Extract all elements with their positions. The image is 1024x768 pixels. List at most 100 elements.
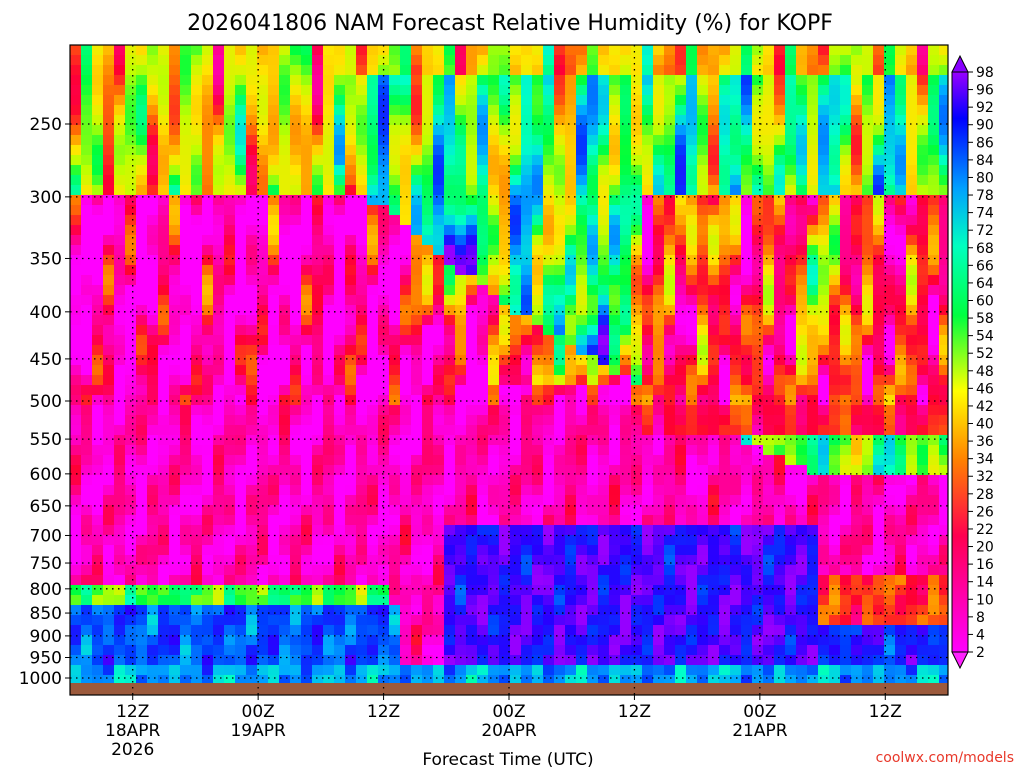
heatmap-cell	[774, 175, 786, 186]
heatmap-cell	[235, 375, 247, 386]
heatmap-cell	[510, 495, 522, 506]
heatmap-cell	[829, 375, 841, 386]
heatmap-cell	[334, 635, 346, 646]
heatmap-cell	[686, 555, 698, 566]
heatmap-cell	[202, 605, 214, 616]
heatmap-cell	[136, 325, 148, 336]
heatmap-cell	[697, 445, 709, 456]
heatmap-cell	[917, 425, 929, 436]
heatmap-cell	[246, 135, 258, 146]
heatmap-cell	[323, 375, 335, 386]
heatmap-cell	[653, 475, 665, 486]
heatmap-cell	[708, 585, 720, 596]
heatmap-cell	[488, 655, 500, 666]
heatmap-cell	[235, 655, 247, 666]
heatmap-cell	[301, 645, 313, 656]
heatmap-cell	[829, 665, 841, 676]
heatmap-cell	[741, 515, 753, 526]
heatmap-cell	[158, 385, 170, 396]
heatmap-cell	[631, 385, 643, 396]
heatmap-cell	[829, 175, 841, 186]
heatmap-cell	[279, 285, 291, 296]
heatmap-cell	[587, 395, 599, 406]
heatmap-cell	[642, 445, 654, 456]
heatmap-cell	[686, 75, 698, 86]
heatmap-cell	[213, 485, 225, 496]
heatmap-cell	[543, 565, 555, 576]
heatmap-cell	[697, 245, 709, 256]
heatmap-cell	[202, 515, 214, 526]
heatmap-cell	[455, 605, 467, 616]
heatmap-cell	[158, 155, 170, 166]
heatmap-cell	[587, 365, 599, 376]
heatmap-cell	[422, 535, 434, 546]
heatmap-cell	[796, 285, 808, 296]
heatmap-cell	[642, 625, 654, 636]
heatmap-cell	[851, 115, 863, 126]
heatmap-cell	[246, 205, 258, 216]
heatmap-cell	[488, 205, 500, 216]
heatmap-cell	[565, 675, 577, 686]
heatmap-cell	[81, 345, 93, 356]
heatmap-cell	[477, 655, 489, 666]
heatmap-cell	[378, 255, 390, 266]
heatmap-cell	[81, 115, 93, 126]
heatmap-cell	[675, 75, 687, 86]
heatmap-cell	[356, 435, 368, 446]
heatmap-cell	[246, 105, 258, 116]
heatmap-cell	[367, 625, 379, 636]
heatmap-cell	[796, 445, 808, 456]
heatmap-cell	[774, 665, 786, 676]
heatmap-cell	[466, 305, 478, 316]
heatmap-cell	[763, 655, 775, 666]
heatmap-cell	[334, 65, 346, 76]
heatmap-cell	[642, 105, 654, 116]
heatmap-cell	[818, 545, 830, 556]
heatmap-cell	[345, 365, 357, 376]
heatmap-cell	[565, 165, 577, 176]
heatmap-cell	[389, 495, 401, 506]
heatmap-cell	[103, 115, 115, 126]
heatmap-cell	[664, 645, 676, 656]
heatmap-cell	[224, 165, 236, 176]
heatmap-cell	[81, 545, 93, 556]
heatmap-cell	[642, 285, 654, 296]
heatmap-cell	[356, 405, 368, 416]
heatmap-cell	[180, 405, 192, 416]
heatmap-cell	[202, 245, 214, 256]
heatmap-cell	[873, 485, 885, 496]
heatmap-cell	[576, 315, 588, 326]
heatmap-cell	[125, 335, 137, 346]
heatmap-cell	[576, 305, 588, 316]
heatmap-cell	[587, 595, 599, 606]
heatmap-cell	[345, 145, 357, 156]
heatmap-cell	[631, 415, 643, 426]
heatmap-cell	[851, 425, 863, 436]
heatmap-cell	[92, 555, 104, 566]
heatmap-cell	[554, 185, 566, 196]
heatmap-cell	[906, 385, 918, 396]
heatmap-cell	[422, 325, 434, 336]
heatmap-cell	[620, 485, 632, 496]
heatmap-cell	[235, 585, 247, 596]
heatmap-cell	[158, 265, 170, 276]
heatmap-cell	[411, 365, 423, 376]
heatmap-cell	[741, 385, 753, 396]
heatmap-cell	[598, 125, 610, 136]
heatmap-cell	[917, 525, 929, 536]
heatmap-cell	[114, 295, 126, 306]
heatmap-cell	[598, 605, 610, 616]
heatmap-cell	[356, 505, 368, 516]
heatmap-cell	[774, 555, 786, 566]
heatmap-cell	[664, 485, 676, 496]
heatmap-cell	[554, 305, 566, 316]
heatmap-cell	[224, 655, 236, 666]
heatmap-cell	[818, 455, 830, 466]
heatmap-cell	[213, 535, 225, 546]
heatmap-cell	[829, 45, 841, 56]
heatmap-cell	[213, 265, 225, 276]
heatmap-cell	[642, 585, 654, 596]
heatmap-cell	[642, 675, 654, 686]
heatmap-cell	[191, 555, 203, 566]
heatmap-cell	[224, 575, 236, 586]
